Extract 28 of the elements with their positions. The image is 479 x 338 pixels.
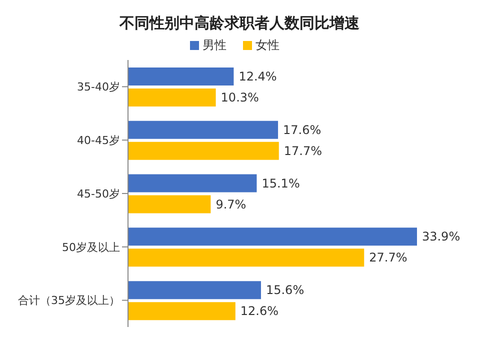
data-label: 12.4% xyxy=(238,69,277,84)
data-label: 15.6% xyxy=(266,283,304,298)
data-label: 10.3% xyxy=(220,90,259,104)
bar xyxy=(128,174,257,192)
data-label: 33.9% xyxy=(422,230,460,244)
data-label: 27.7% xyxy=(369,250,408,265)
bar xyxy=(128,302,236,320)
data-label: 17.6% xyxy=(283,122,322,137)
y-tick-label: 50岁及以上 xyxy=(62,240,120,254)
bar xyxy=(128,195,211,214)
y-tick-label: 40-45岁 xyxy=(77,134,120,148)
data-label: 15.1% xyxy=(262,176,300,190)
bar xyxy=(128,88,216,106)
bar xyxy=(128,120,278,139)
y-tick-label: 35-40岁 xyxy=(77,80,120,94)
y-tick-label: 合计（35岁及以上） xyxy=(18,294,120,308)
bar xyxy=(128,248,364,267)
bar xyxy=(128,228,417,246)
bar xyxy=(128,281,261,300)
legend-label: 女性 xyxy=(254,37,280,54)
legend-label: 男性 xyxy=(202,37,226,54)
data-label: 12.6% xyxy=(240,304,279,318)
bar xyxy=(128,142,279,160)
y-tick-label: 45-50岁 xyxy=(77,187,120,200)
chart-title: 不同性别中高龄求职者人数同比增速 xyxy=(118,14,360,33)
bar xyxy=(128,67,234,86)
data-label: 17.7% xyxy=(284,144,322,158)
data-label: 9.7% xyxy=(216,197,246,212)
